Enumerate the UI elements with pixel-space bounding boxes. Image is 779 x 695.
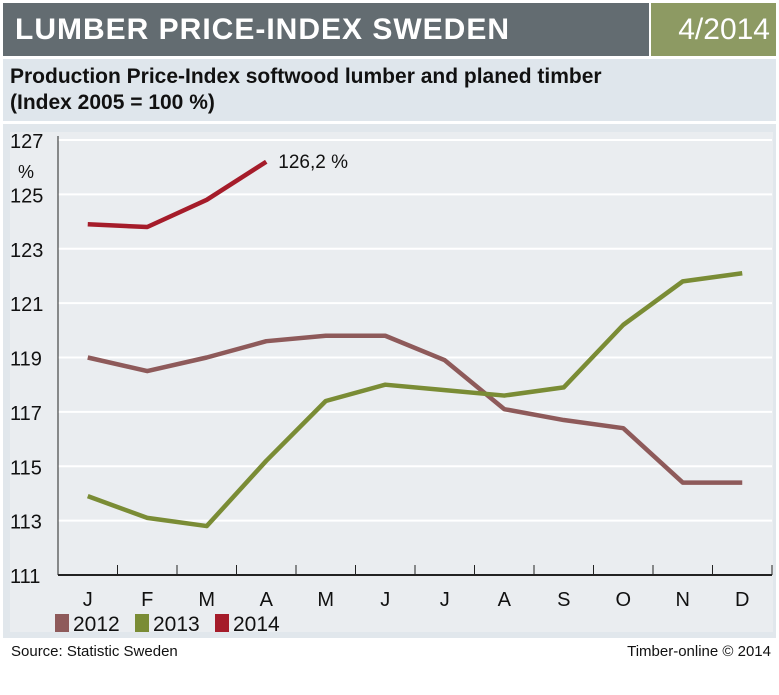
series-line-2014 xyxy=(87,159,268,230)
legend-label-2012: 2012 xyxy=(73,613,120,636)
y-tick-label: 125 xyxy=(10,185,43,207)
subtitle-line1: Production Price-Index softwood lumber a… xyxy=(10,65,602,88)
x-tick-label: A xyxy=(260,589,274,611)
legend-swatch-2013 xyxy=(135,614,149,632)
legend-label-2013: 2013 xyxy=(153,613,200,636)
y-tick-label: 123 xyxy=(10,240,43,262)
y-tick-label: 119 xyxy=(10,349,42,371)
x-tick-label: A xyxy=(498,589,512,611)
source-note: Source: Statistic Sweden xyxy=(11,643,178,660)
legend-swatch-2012 xyxy=(55,614,69,632)
subtitle-line2: (Index 2005 = 100 %) xyxy=(10,91,215,114)
x-tick-label: N xyxy=(676,589,690,611)
y-axis-unit: % xyxy=(18,162,34,182)
y-tick-label: 127 xyxy=(10,131,43,153)
y-tick-label: 121 xyxy=(10,294,43,316)
x-tick-label: O xyxy=(615,589,631,611)
legend-swatch-2014 xyxy=(215,614,229,632)
x-tick-label: F xyxy=(141,589,153,611)
x-tick-label: S xyxy=(557,589,570,611)
x-tick-label: J xyxy=(380,589,390,611)
y-tick-label: 115 xyxy=(10,457,42,479)
plot-background xyxy=(10,132,773,632)
header-title: LUMBER PRICE-INDEX SWEDEN xyxy=(3,3,649,56)
legend-label-2014: 2014 xyxy=(233,613,280,636)
x-tick-label: D xyxy=(735,589,749,611)
x-tick-label: M xyxy=(317,589,334,611)
credit-note: Timber-online © 2014 xyxy=(627,643,771,660)
y-tick-label: 111 xyxy=(10,566,40,588)
x-tick-label: J xyxy=(83,589,93,611)
y-tick-label: 113 xyxy=(10,512,42,534)
end-value-annotation: 126,2 % xyxy=(278,152,348,173)
series-line-2013 xyxy=(86,270,743,529)
y-tick-label: 117 xyxy=(10,403,42,425)
series-line-2012 xyxy=(87,333,743,485)
x-tick-label: M xyxy=(198,589,215,611)
x-tick-label: J xyxy=(440,589,450,611)
issue-label: 4/2014 xyxy=(651,3,776,56)
chart-subtitle: Production Price-Index softwood lumber a… xyxy=(3,59,776,121)
